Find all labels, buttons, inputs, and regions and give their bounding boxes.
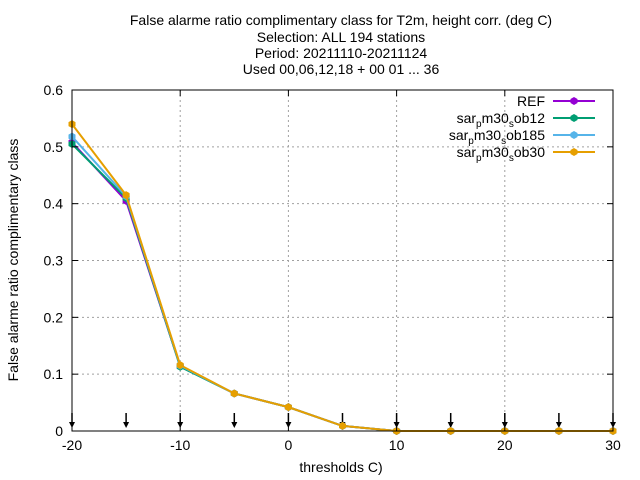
y-axis-label: False alarme ratio complimentary class [5,139,21,382]
legend-label-part: sar [457,144,477,160]
legend-label-part: ob12 [514,110,545,126]
chart-title-line-2: Selection: ALL 194 stations [257,29,425,45]
legend-label: sarpm30sob12 [457,110,546,130]
data-point [176,361,184,370]
legend-label-part: sar [449,127,469,143]
x-tick-label: 20 [497,437,513,453]
y-tick-label: 0.6 [44,82,64,98]
series-line [71,141,613,432]
legend-label-part: m30 [482,110,509,126]
legend-marker [570,97,578,105]
threshold-arrow-head [447,422,454,428]
y-tick-label: 0.1 [44,366,64,382]
series-line [71,123,613,432]
y-tick-label: 0 [55,423,63,439]
legend-label: sarpm30sob30 [457,144,546,164]
legend-label-part: m30 [482,144,509,160]
y-tick-label: 0.4 [44,196,64,212]
data-point [230,389,238,398]
grid-lines [72,90,613,431]
threshold-arrow-head [123,422,130,428]
legend-label-subscript: p [476,153,482,164]
legend-label-subscript: p [468,136,474,147]
y-tick-label: 0.2 [44,309,64,325]
legend-marker [570,114,578,122]
legend-label-subscript: p [476,119,482,130]
legend-label-subscript: s [509,153,514,164]
legend-marker [570,131,578,139]
chart-title-line-1: False alarme ratio complimentary class f… [130,12,552,28]
data-point [339,421,346,430]
legend-label: sarpm30sob185 [449,127,545,147]
x-tick-label: 0 [285,437,293,453]
chart-title-line-3: Period: 20211110-20211124 [255,45,428,61]
legend-label: REF [517,93,545,109]
x-tick-label: -10 [170,437,190,453]
x-tick-label: -20 [62,437,82,453]
y-tick-label: 0.5 [44,139,64,155]
legend-label-part: sar [457,110,477,126]
series-lines [68,120,617,435]
legend-label-part: m30 [474,127,501,143]
legend-marker [570,148,578,156]
data-point [284,403,292,412]
x-axis-label: thresholds C) [299,459,382,475]
legend-label-subscript: s [501,136,506,147]
threshold-arrow-head [231,422,238,428]
legend-label-part: REF [517,93,545,109]
chart-title-line-4: Used 00,06,12,18 + 00 01 ... 36 [243,61,440,77]
x-tick-label: 10 [389,437,405,453]
series-line [71,143,613,432]
x-tick-label: 30 [605,437,621,453]
axis-ticks: 0 0.1 0.2 0.3 0.4 0.5 0.6 -20 -10 0 10 20 30 [44,82,621,453]
series-line [71,135,613,432]
threshold-arrow-head [555,422,562,428]
legend-label-subscript: s [509,119,514,130]
legend-label-part: ob30 [514,144,545,160]
y-tick-label: 0.3 [44,253,64,269]
legend-label-part: ob185 [506,127,545,143]
data-point [122,191,130,200]
